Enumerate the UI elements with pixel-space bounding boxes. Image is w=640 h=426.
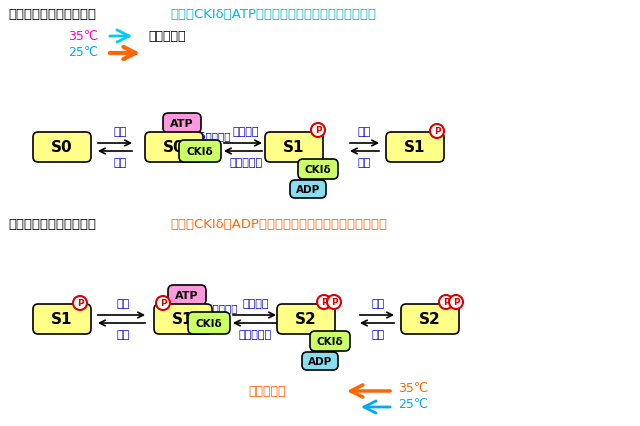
Text: 高い親和性: 高い親和性 bbox=[248, 385, 285, 397]
FancyBboxPatch shape bbox=[401, 304, 459, 334]
FancyBboxPatch shape bbox=[290, 181, 326, 199]
Text: １個目のリン酸化反応：: １個目のリン酸化反応： bbox=[8, 8, 96, 21]
FancyBboxPatch shape bbox=[179, 141, 221, 163]
Text: ATP: ATP bbox=[170, 119, 194, 129]
Text: CKⅠδ: CKⅠδ bbox=[187, 147, 213, 157]
Text: 結合: 結合 bbox=[371, 329, 385, 339]
Circle shape bbox=[73, 296, 87, 310]
Circle shape bbox=[439, 295, 453, 309]
Text: S1: S1 bbox=[51, 312, 73, 327]
Text: 解離: 解離 bbox=[113, 158, 127, 167]
Text: 脱リン酸化: 脱リン酸化 bbox=[239, 329, 272, 339]
Text: 25℃: 25℃ bbox=[68, 46, 98, 59]
Text: 脱リン酸化: 脱リン酸化 bbox=[229, 158, 262, 167]
Text: S0: S0 bbox=[163, 140, 185, 155]
Circle shape bbox=[449, 295, 463, 309]
Text: 結合: 結合 bbox=[117, 298, 130, 308]
Text: CKⅠδリン酸化: CKⅠδリン酸化 bbox=[182, 131, 230, 141]
Text: 高温でCKⅠδ－ATP複合体と基質との結合が弱くなる: 高温でCKⅠδ－ATP複合体と基質との結合が弱くなる bbox=[170, 8, 376, 21]
Circle shape bbox=[430, 125, 444, 139]
FancyBboxPatch shape bbox=[386, 132, 444, 163]
Text: 35℃: 35℃ bbox=[398, 380, 428, 394]
FancyBboxPatch shape bbox=[265, 132, 323, 163]
Text: 弱い親和性: 弱い親和性 bbox=[148, 30, 186, 43]
Text: P: P bbox=[321, 298, 327, 307]
Text: CKⅠδリン酸化: CKⅠδリン酸化 bbox=[189, 302, 237, 312]
Text: S1: S1 bbox=[284, 140, 305, 155]
Text: S2: S2 bbox=[295, 312, 317, 327]
Circle shape bbox=[311, 124, 325, 138]
FancyBboxPatch shape bbox=[168, 285, 206, 305]
FancyBboxPatch shape bbox=[145, 132, 203, 163]
Text: ADP: ADP bbox=[308, 356, 332, 366]
Text: P: P bbox=[77, 299, 83, 308]
Text: P: P bbox=[160, 299, 166, 308]
Text: S1: S1 bbox=[172, 312, 194, 327]
Text: P: P bbox=[434, 127, 440, 136]
FancyBboxPatch shape bbox=[163, 114, 201, 134]
FancyBboxPatch shape bbox=[298, 160, 338, 180]
Text: P: P bbox=[331, 298, 337, 307]
FancyBboxPatch shape bbox=[33, 132, 91, 163]
Text: S1: S1 bbox=[404, 140, 426, 155]
Text: CKⅠδ: CKⅠδ bbox=[317, 336, 344, 346]
Text: S2: S2 bbox=[419, 312, 441, 327]
Circle shape bbox=[156, 296, 170, 310]
Text: P: P bbox=[443, 298, 449, 307]
Text: ADP: ADP bbox=[296, 184, 320, 195]
Text: 解離: 解離 bbox=[117, 329, 130, 339]
Text: 結合: 結合 bbox=[113, 127, 127, 137]
Text: ATP: ATP bbox=[175, 290, 199, 300]
FancyBboxPatch shape bbox=[154, 304, 212, 334]
Text: CKⅠδ: CKⅠδ bbox=[305, 164, 332, 175]
Text: P: P bbox=[315, 126, 321, 135]
Text: 25℃: 25℃ bbox=[398, 397, 428, 409]
FancyBboxPatch shape bbox=[188, 312, 230, 334]
Text: 高温でCKⅠδ－ADP複合体と生成物との結合が強くなる: 高温でCKⅠδ－ADP複合体と生成物との結合が強くなる bbox=[170, 218, 387, 230]
Text: 35℃: 35℃ bbox=[68, 30, 98, 43]
Text: 結合: 結合 bbox=[358, 158, 371, 167]
Text: S0: S0 bbox=[51, 140, 73, 155]
Text: リン酸化: リン酸化 bbox=[243, 298, 269, 308]
Text: ２個目のリン酸化反応：: ２個目のリン酸化反応： bbox=[8, 218, 96, 230]
Text: P: P bbox=[452, 298, 460, 307]
FancyBboxPatch shape bbox=[277, 304, 335, 334]
FancyBboxPatch shape bbox=[302, 352, 338, 370]
Circle shape bbox=[317, 295, 331, 309]
Text: リン酸化: リン酸化 bbox=[233, 127, 259, 137]
Text: 解離: 解離 bbox=[371, 298, 385, 308]
Text: 解離: 解離 bbox=[358, 127, 371, 137]
FancyBboxPatch shape bbox=[33, 304, 91, 334]
Text: CKⅠδ: CKⅠδ bbox=[196, 318, 222, 328]
FancyBboxPatch shape bbox=[310, 331, 350, 351]
Circle shape bbox=[327, 295, 341, 309]
